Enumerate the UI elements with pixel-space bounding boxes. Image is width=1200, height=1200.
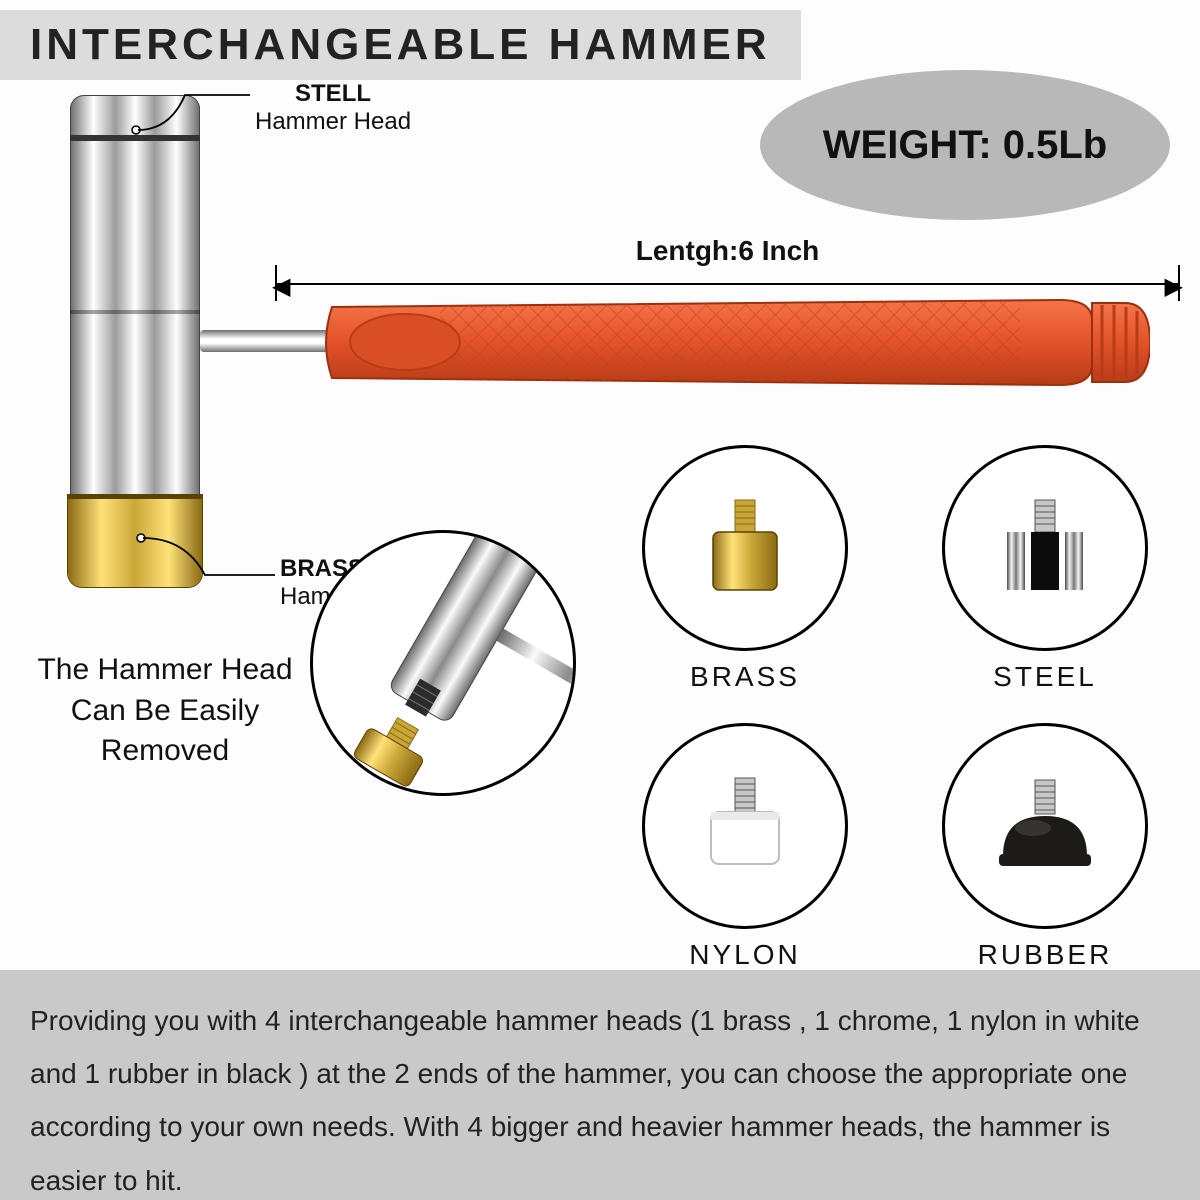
tip-nylon-label: NYLON <box>689 939 800 971</box>
tip-brass: BRASS <box>615 445 875 693</box>
tip-brass-label: BRASS <box>690 661 800 693</box>
callout-line-steel <box>130 85 250 145</box>
detail-head-removal <box>310 530 576 796</box>
hammer-stem <box>200 330 335 352</box>
tip-nylon-icon <box>642 723 848 929</box>
tip-brass-icon <box>642 445 848 651</box>
tip-nylon: NYLON <box>615 723 875 971</box>
tip-steel-icon <box>942 445 1148 651</box>
callout-line-brass <box>135 520 275 590</box>
hammer-head-column <box>70 95 200 585</box>
callout-steel-head: STELL Hammer Head <box>255 80 411 135</box>
tip-rubber: RUBBER <box>915 723 1175 971</box>
tips-grid: BRASS STEEL <box>615 445 1175 965</box>
page-title: INTERCHANGEABLE HAMMER <box>0 10 801 80</box>
tip-rubber-label: RUBBER <box>978 939 1113 971</box>
detail-caption: The Hammer Head Can Be Easily Removed <box>10 650 320 772</box>
tip-steel-label: STEEL <box>993 661 1097 693</box>
footer-description: Providing you with 4 interchangeable ham… <box>0 970 1200 1200</box>
hammer-handle <box>320 295 1150 390</box>
tip-rubber-icon <box>942 723 1148 929</box>
tip-steel: STEEL <box>915 445 1175 693</box>
